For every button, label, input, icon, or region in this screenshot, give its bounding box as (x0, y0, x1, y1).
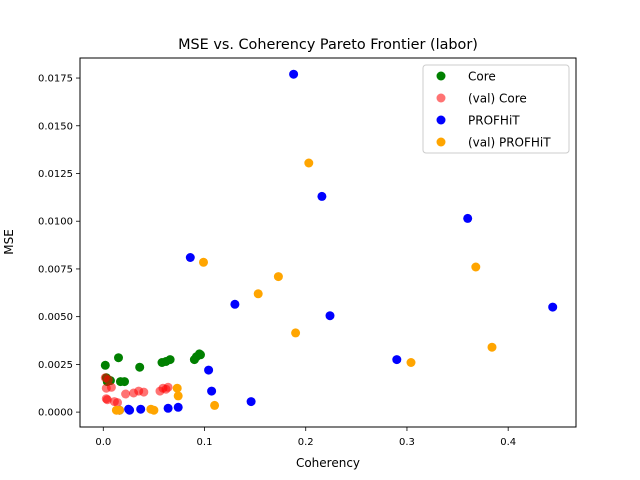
x-tick-label: 0.4 (500, 437, 516, 448)
y-tick-label: 0.0175 (38, 74, 73, 85)
x-tick-label: 0.0 (95, 437, 111, 448)
point-s2-2 (463, 213, 473, 223)
point-s1-5 (106, 382, 116, 392)
y-tick-label: 0.0125 (38, 169, 73, 180)
legend-label-0: Core (468, 70, 496, 84)
point-s2-4 (230, 299, 240, 309)
point-s3-0 (304, 158, 314, 168)
y-tick-label: 0.0075 (38, 264, 73, 275)
y-axis-ticks: 0.0000 0.0025 0.0050 0.0075 0.0100 0.0125 0.01… (38, 74, 80, 419)
y-tick-label: 0.0050 (38, 312, 73, 323)
point-s2-7 (392, 355, 402, 365)
legend-label-3: (val) PROFHiT (468, 136, 551, 150)
point-s1-8 (121, 389, 131, 399)
point-s2-14 (136, 404, 146, 414)
point-s1-3 (102, 395, 112, 405)
legend-marker-2 (436, 115, 446, 125)
legend-marker-1 (436, 93, 446, 103)
point-s3-6 (487, 342, 497, 352)
point-s1-4 (103, 375, 113, 385)
point-s2-6 (325, 311, 335, 321)
point-s3-4 (253, 289, 263, 299)
chart-title: MSE vs. Coherency Pareto Frontier (labor… (178, 37, 478, 53)
point-s3-1 (199, 257, 208, 267)
point-s3-2 (471, 262, 481, 272)
point-s0-11 (165, 355, 175, 365)
point-s2-5 (548, 302, 558, 312)
x-tick-label: 0.1 (197, 437, 213, 448)
x-tick-label: 0.3 (399, 437, 415, 448)
point-s2-9 (207, 386, 217, 396)
plot-frame (79, 57, 577, 428)
legend-marker-3 (436, 137, 446, 147)
x-tick-label: 0.2 (298, 437, 314, 448)
point-s2-16 (173, 402, 183, 412)
point-s3-14 (149, 405, 159, 415)
point-s0-15 (196, 350, 205, 360)
point-s3-10 (210, 400, 220, 410)
legend-label-2: PROFHiT (468, 114, 520, 128)
point-s3-9 (173, 391, 183, 401)
legend-marker-0 (436, 71, 446, 81)
x-axis-ticks: 0.0 0.1 0.2 0.3 0.4 (95, 427, 516, 448)
y-tick-label: 0.0100 (38, 217, 73, 228)
point-s2-0 (289, 69, 299, 79)
point-s1-7 (113, 398, 122, 408)
legend-label-1: (val) Core (468, 92, 527, 106)
point-s3-3 (273, 272, 283, 282)
y-tick-label: 0.0150 (38, 121, 73, 132)
point-s2-3 (185, 253, 195, 262)
point-s2-15 (163, 403, 173, 413)
x-axis-label: Coherency (296, 456, 360, 470)
y-tick-label: 0.0000 (38, 408, 73, 419)
points-layer (100, 69, 558, 415)
point-s1-11 (139, 387, 149, 397)
legend: Core (val) Core PROFHiT (val) PROFHiT (422, 64, 570, 154)
point-s0-8 (135, 362, 145, 372)
legend-box (422, 64, 570, 154)
point-s0-0 (100, 360, 110, 370)
point-s2-1 (317, 191, 327, 201)
point-s1-15 (163, 382, 173, 392)
point-s3-5 (291, 328, 301, 338)
point-s3-7 (406, 358, 416, 367)
point-s2-13 (125, 405, 135, 415)
point-s3-8 (172, 383, 182, 393)
point-s2-10 (246, 397, 256, 407)
point-s2-8 (204, 365, 214, 375)
y-axis-label: MSE (2, 229, 16, 255)
point-s0-5 (114, 353, 123, 363)
y-tick-label: 0.0025 (38, 360, 73, 371)
point-s0-7 (120, 377, 129, 387)
point-s3-12 (115, 405, 124, 415)
